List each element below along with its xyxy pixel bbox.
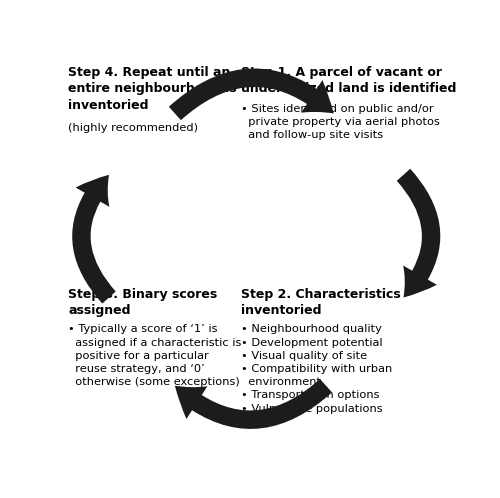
Text: Step 1. A parcel of vacant or
underutilized land is identified: Step 1. A parcel of vacant or underutili… <box>241 66 456 95</box>
Text: • Sites identified on public and/or
  private property via aerial photos
  and f: • Sites identified on public and/or priv… <box>241 104 440 140</box>
Text: Step 4. Repeat until an
entire neighbourhood is
inventoried: Step 4. Repeat until an entire neighbour… <box>68 66 237 112</box>
FancyArrowPatch shape <box>397 169 440 297</box>
Text: Step 3. Binary scores
assigned: Step 3. Binary scores assigned <box>68 288 218 317</box>
FancyArrowPatch shape <box>72 175 116 304</box>
FancyArrowPatch shape <box>169 68 334 120</box>
Text: • Neighbourhood quality
• Development potential
• Visual quality of site
• Compa: • Neighbourhood quality • Development po… <box>241 324 392 413</box>
Text: (highly recommended): (highly recommended) <box>68 123 198 133</box>
FancyArrowPatch shape <box>175 379 332 429</box>
Text: Step 2. Characteristics
inventoried: Step 2. Characteristics inventoried <box>241 288 400 317</box>
Text: • Typically a score of ‘1’ is
  assigned if a characteristic is
  positive for a: • Typically a score of ‘1’ is assigned i… <box>68 324 242 387</box>
